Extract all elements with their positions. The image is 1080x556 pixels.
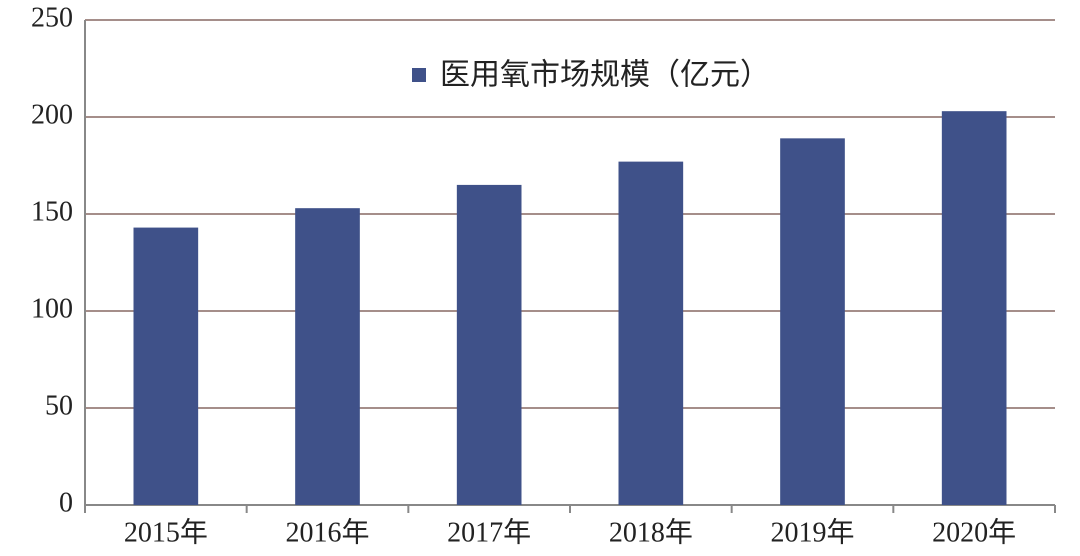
x-tick-label: 2015年 [124,516,208,548]
bar [941,111,1007,506]
legend-swatch [412,68,426,82]
x-tick-label: 2020年 [932,516,1016,548]
x-tick-label: 2018年 [609,516,693,548]
x-tick-label: 2016年 [285,516,369,548]
y-tick-label: 100 [31,293,73,324]
bar [295,208,360,505]
bar [780,138,845,505]
y-tick-label: 0 [59,487,73,518]
y-tick-label: 200 [31,99,73,130]
legend-label: 医用氧市场规模（亿元） [440,58,770,93]
y-tick-label: 250 [31,2,73,33]
x-tick-label: 2019年 [770,516,854,548]
x-tick-label: 2017年 [447,516,531,548]
y-tick-label: 50 [45,390,73,421]
bar [456,184,522,505]
y-tick-label: 150 [31,196,73,227]
bar [618,161,684,505]
bar [133,227,199,505]
